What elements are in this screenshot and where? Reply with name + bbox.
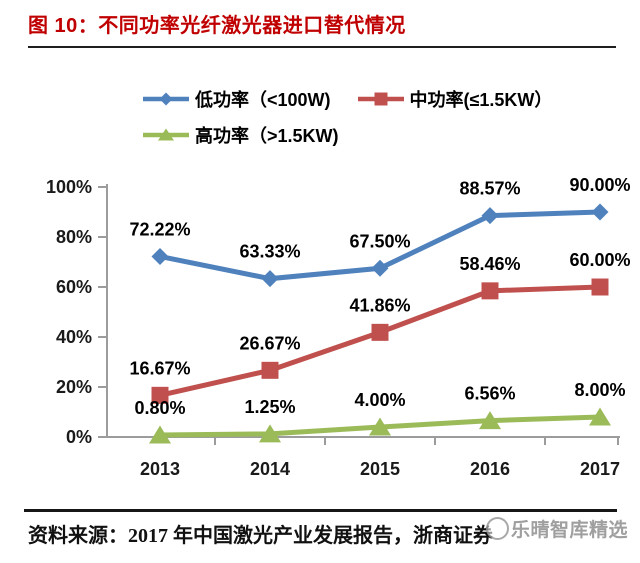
- legend-marker-shape: [158, 128, 174, 141]
- legend-row: 低功率（<100W) 中功率(≤1.5KW）: [142, 84, 552, 114]
- legend-label-high-power: 高功率（>1.5KW): [195, 126, 339, 146]
- legend-label-mid-power: 中功率(≤1.5KW）: [409, 90, 553, 110]
- legend-diamond-marker-icon: [142, 90, 190, 108]
- legend-marker-shape: [374, 92, 388, 106]
- data-label: 63.33%: [239, 242, 300, 262]
- data-label: 4.00%: [354, 390, 405, 410]
- data-label: 90.00%: [569, 175, 630, 195]
- data-label: 60.00%: [569, 250, 630, 270]
- x-category-label: 2017: [580, 459, 620, 479]
- data-point-diamond: [371, 259, 389, 277]
- data-point-triangle: [369, 417, 391, 436]
- y-tick-label: 60%: [56, 277, 92, 297]
- data-label: 16.67%: [129, 358, 190, 378]
- chart-legend: 低功率（<100W) 中功率(≤1.5KW） 高功率（>1.5KW): [142, 84, 552, 156]
- y-tick-label: 80%: [56, 227, 92, 247]
- legend-row: 高功率（>1.5KW): [142, 120, 552, 150]
- x-category-label: 2014: [250, 459, 290, 479]
- data-point-triangle: [589, 407, 611, 426]
- data-point-square: [151, 386, 169, 404]
- data-point-square: [481, 282, 499, 300]
- title-divider: [28, 46, 616, 48]
- data-label: 1.25%: [244, 397, 295, 417]
- figure-title: 图 10：不同功率光纤激光器进口替代情况: [28, 15, 406, 37]
- data-label: 41.86%: [349, 295, 410, 315]
- watermark-logo-icon: [486, 517, 509, 540]
- data-point-square: [591, 278, 609, 296]
- watermark: 乐晴智库精选: [486, 515, 628, 542]
- legend-item-mid-power: 中功率(≤1.5KW）: [357, 86, 553, 112]
- x-category-label: 2013: [140, 459, 180, 479]
- data-label: 67.50%: [349, 231, 410, 251]
- data-point-triangle: [149, 425, 171, 444]
- legend-item-high-power: 高功率（>1.5KW): [142, 122, 339, 148]
- data-point-diamond: [591, 203, 609, 221]
- legend-label-low-power: 低功率（<100W): [195, 90, 331, 110]
- legend-marker-shape: [159, 92, 173, 106]
- data-label: 6.56%: [464, 384, 515, 404]
- x-category-label: 2016: [470, 459, 510, 479]
- data-label: 72.22%: [129, 219, 190, 239]
- watermark-text: 乐晴智库精选: [511, 520, 629, 541]
- data-point-diamond: [261, 270, 279, 288]
- data-label: 26.67%: [239, 333, 300, 353]
- data-label: 88.57%: [459, 179, 520, 199]
- data-point-square: [261, 361, 279, 379]
- data-point-triangle: [479, 411, 501, 430]
- data-point-triangle: [259, 424, 281, 443]
- legend-triangle-marker-icon: [142, 126, 190, 144]
- data-label: 0.80%: [134, 398, 185, 418]
- legend-square-marker-icon: [357, 90, 405, 108]
- y-tick-label: 40%: [56, 327, 92, 347]
- data-point-diamond: [481, 207, 499, 225]
- y-tick-label: 100%: [46, 177, 92, 197]
- legend-item-low-power: 低功率（<100W): [142, 86, 331, 112]
- data-point-diamond: [151, 247, 169, 265]
- y-tick-label: 0%: [66, 427, 92, 447]
- data-label: 8.00%: [574, 380, 625, 400]
- footer-divider: [24, 509, 617, 512]
- source-line: 资料来源：2017 年中国激光产业发展报告，浙商证券: [28, 525, 493, 547]
- y-tick-label: 20%: [56, 377, 92, 397]
- data-point-square: [371, 323, 389, 341]
- x-category-label: 2015: [360, 459, 400, 479]
- data-label: 58.46%: [459, 254, 520, 274]
